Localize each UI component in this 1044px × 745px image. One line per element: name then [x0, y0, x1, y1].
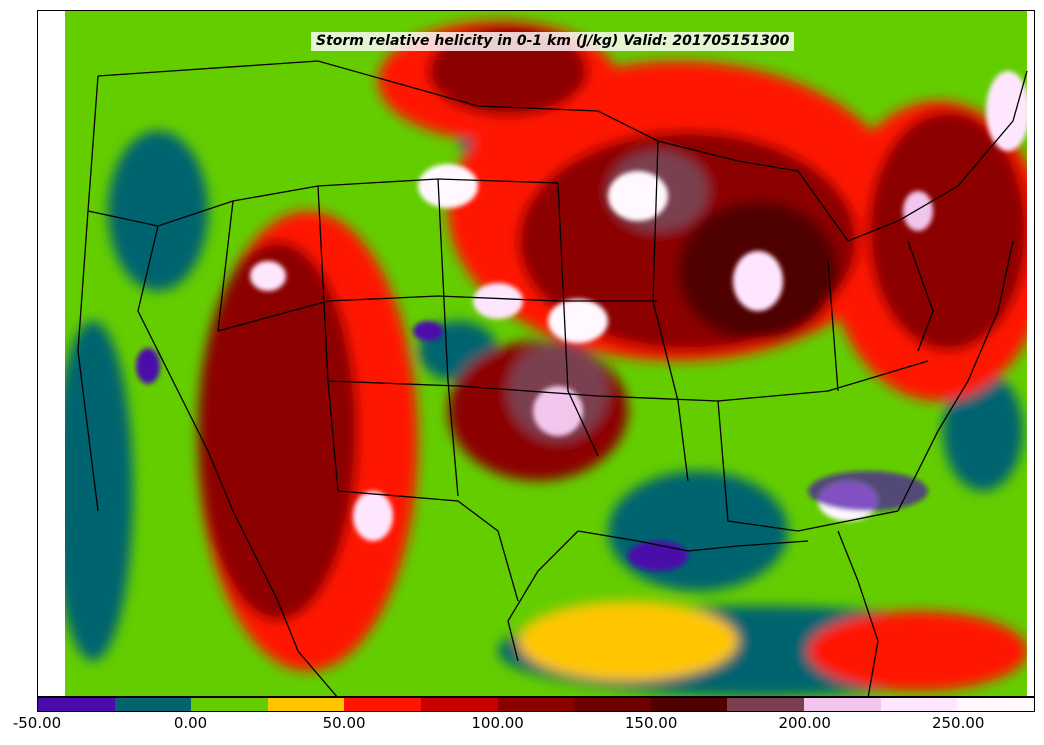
helicity-field [53, 21, 1034, 696]
core-newyork [903, 191, 933, 231]
contour-atlantic-teal [943, 371, 1023, 491]
coast-atlantic [897, 240, 1014, 512]
border-northern-states [87, 178, 559, 227]
colorbar-segment [957, 698, 1034, 711]
core-iowa [548, 299, 608, 343]
colorbar-tick-label: -50.00 [12, 714, 62, 732]
map-title: Storm relative helicity in 0-1 km (J/kg)… [311, 32, 795, 51]
contour-california-purple [136, 348, 160, 384]
border-mississippi [652, 140, 689, 482]
contour-atlantic-red [808, 611, 1028, 691]
colorbar-tick-label: 250.00 [931, 714, 985, 732]
colorbar-segment [344, 698, 422, 711]
coast-florida [837, 530, 879, 696]
contour-southwest-darkred [198, 241, 358, 621]
border-nevada-utah [217, 200, 234, 332]
border-central-ew [217, 295, 658, 332]
colorbar-labels: -50.00 0.00 50.00 100.00 150.00 200.00 250.00 [0, 714, 1044, 738]
border-canada-west [97, 60, 659, 142]
coast-pacific [77, 75, 99, 512]
map-panel: Storm relative helicity in 0-1 km (J/kg)… [37, 10, 1035, 697]
helicity-peaks [136, 71, 1030, 571]
colorbar-segment [114, 698, 192, 711]
colorbar-segment [880, 698, 958, 711]
colorbar [37, 697, 1035, 712]
colorbar-segment [804, 698, 881, 711]
border-canada-east [657, 70, 1028, 242]
contour-gulf-orange [518, 601, 738, 681]
state-borders [77, 60, 1028, 696]
colorbar-segment [38, 698, 115, 711]
core-newmexico [353, 491, 393, 541]
core-nebraska [473, 283, 523, 319]
coast-gulf [577, 530, 809, 552]
core-newengland [986, 71, 1030, 151]
colorbar-tick-label: 50.00 [322, 714, 366, 732]
border-california [137, 225, 279, 602]
colorbar-tick-label: 200.00 [778, 714, 831, 732]
contour-georgia-purple [808, 471, 928, 511]
contour-southeast-teal [608, 471, 788, 591]
colorbar-segment [574, 698, 651, 711]
border-mid-atlantic [907, 240, 934, 352]
border-plains-west [437, 178, 459, 497]
core-northdakota [418, 164, 478, 208]
border-ohio [827, 260, 839, 392]
contour-northeast-darkred [868, 111, 1028, 351]
colorbar-segment [650, 698, 728, 711]
border-plains-east [557, 182, 599, 457]
coast-baja [277, 600, 338, 696]
border-texas [337, 490, 519, 602]
contour-northwest-teal [108, 131, 208, 291]
core-minnesota [608, 171, 668, 221]
domain-edge-left [38, 11, 65, 696]
colorbar-tick-label: 150.00 [624, 714, 678, 732]
core-kansas [533, 386, 583, 436]
colorbar-tick-label: 0.00 [173, 714, 208, 732]
colorbar-segment [497, 698, 575, 711]
coast-texas [507, 530, 579, 662]
contour-pacific-teal [53, 321, 133, 661]
colorbar-tick-label: 100.00 [471, 714, 524, 732]
border-southern-tier [327, 360, 929, 402]
core-idaho [250, 261, 286, 291]
colorbar-segment [267, 698, 345, 711]
colorbar-segment [727, 698, 805, 711]
colorbar-segment [191, 698, 268, 711]
core-michigan [733, 251, 783, 311]
helicity-map [38, 11, 1034, 696]
border-southeast [717, 400, 899, 532]
contour-colorado-purple [413, 321, 443, 341]
colorbar-segment [421, 698, 498, 711]
domain-edge-right [1027, 11, 1034, 696]
